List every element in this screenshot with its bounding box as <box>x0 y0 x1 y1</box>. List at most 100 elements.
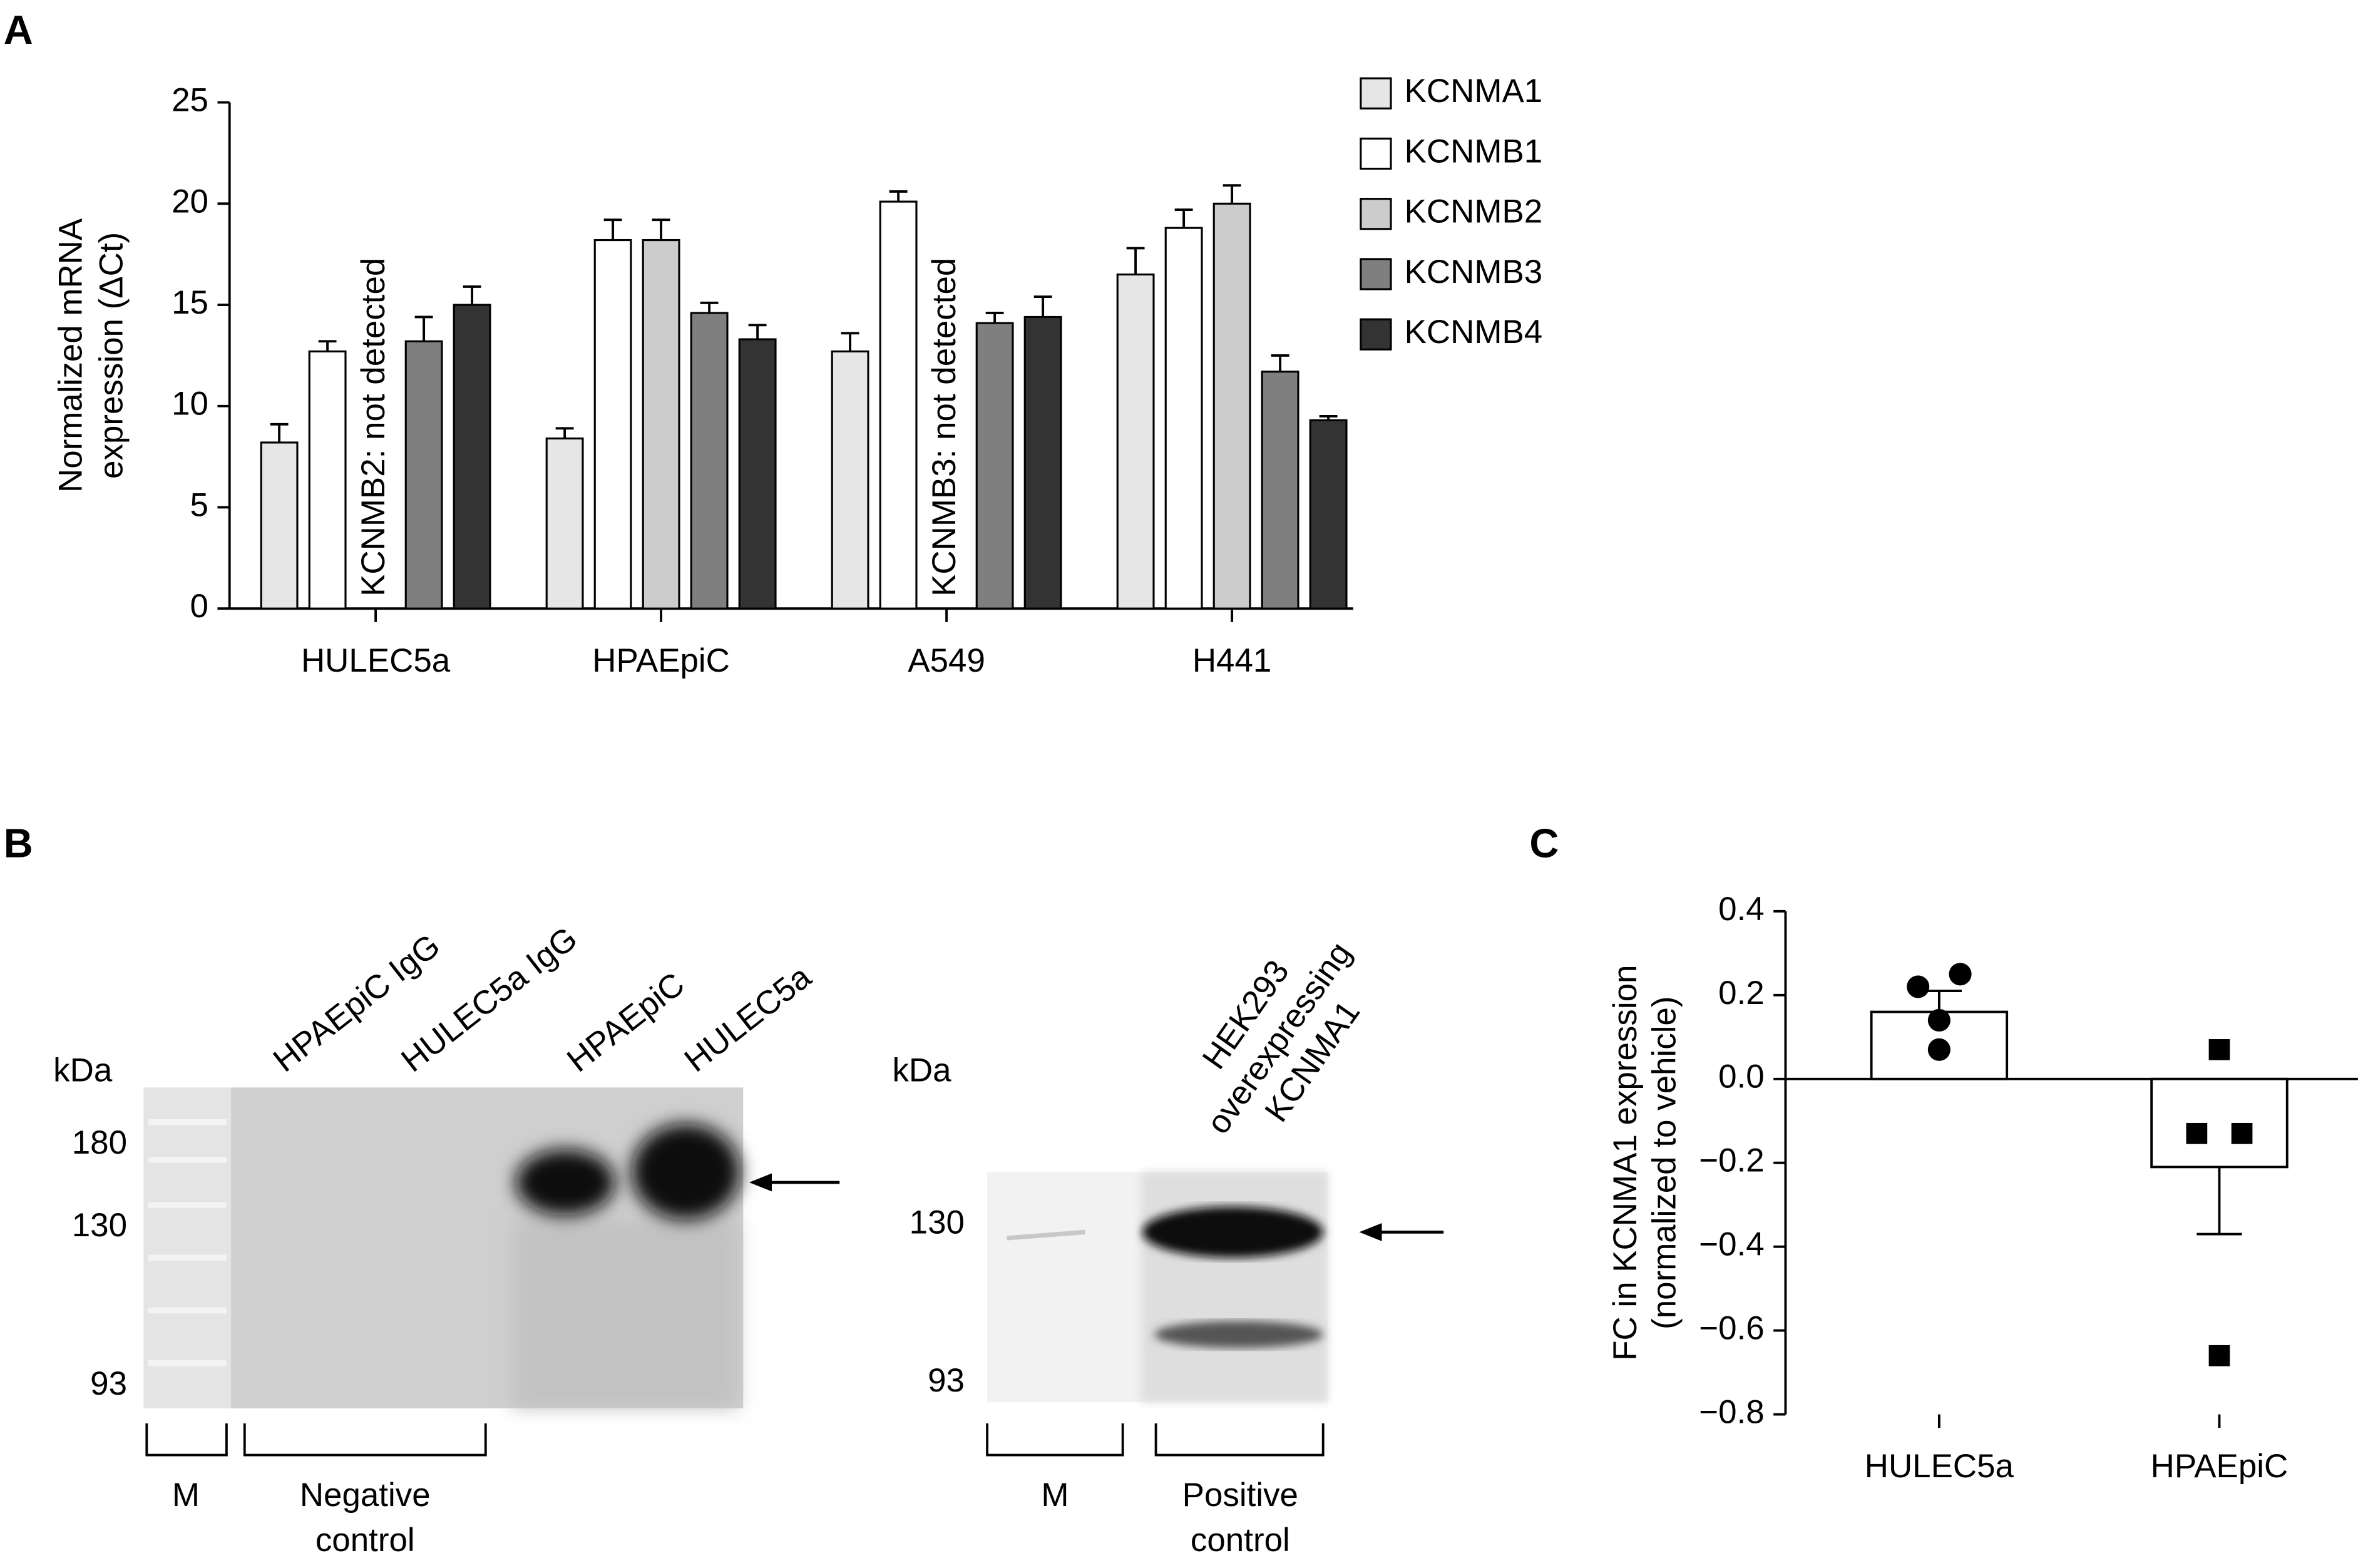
bar <box>642 238 680 610</box>
bracket-label: M <box>1041 1477 1069 1514</box>
band <box>1142 1206 1323 1258</box>
x-tick-label: HPAEpiC <box>2151 1448 2289 1485</box>
bar <box>593 238 632 610</box>
legend-swatch <box>1360 77 1392 110</box>
y-tick-label: 10 <box>172 386 208 423</box>
bar <box>1116 273 1155 610</box>
lane-label: HULEC5a <box>678 958 819 1080</box>
panel-label: C <box>1529 821 1559 866</box>
bar <box>1261 371 1299 610</box>
bracket <box>145 1423 228 1457</box>
bar <box>831 350 869 610</box>
y-tick-label: 25 <box>172 82 208 119</box>
annotation: KCNMB2: not detected <box>355 258 392 597</box>
x-tick-label: A549 <box>908 642 985 679</box>
bar <box>1212 202 1251 610</box>
bar <box>2150 1077 2289 1169</box>
bar <box>738 338 777 610</box>
y-tick-label: −0.8 <box>1699 1394 1764 1431</box>
data-point <box>1927 1038 1950 1061</box>
lane-label: HPAEpiC <box>560 965 691 1079</box>
bracket-label: Positive <box>1182 1477 1298 1514</box>
bracket <box>243 1423 487 1457</box>
bar <box>545 437 584 610</box>
legend-label: KCNMB2 <box>1405 193 1543 230</box>
size-marker: 180 <box>72 1124 127 1161</box>
legend-swatch <box>1360 198 1392 230</box>
y-tick-label: 20 <box>172 183 208 220</box>
y-axis-label: expression (ΔCt) <box>93 232 130 479</box>
size-marker: 130 <box>910 1204 965 1241</box>
bracket-label: M <box>172 1477 200 1514</box>
x-tick-label: H441 <box>1192 642 1272 679</box>
arrow-head <box>1359 1222 1382 1241</box>
marker-band <box>1007 1229 1085 1241</box>
bar <box>1309 419 1348 610</box>
band <box>515 1149 615 1216</box>
blot-right: kDa 130 93 HEK293 overexpressing KCNMA1 … <box>892 935 1444 1559</box>
y-tick-label: −0.2 <box>1699 1142 1764 1179</box>
y-axis-label: (normalized to vehicle) <box>1646 997 1683 1330</box>
bracket-label: control <box>1191 1522 1290 1559</box>
bracket <box>1154 1423 1325 1457</box>
bar <box>453 304 491 610</box>
kda-label: kDa <box>53 1052 113 1089</box>
band <box>1154 1321 1323 1348</box>
y-tick-label: −0.6 <box>1699 1310 1764 1347</box>
legend-swatch <box>1360 258 1392 290</box>
x-tick-label: HULEC5a <box>1865 1448 2014 1485</box>
bar <box>260 441 299 610</box>
y-axis-label: FC in KCNMA1 expression <box>1607 965 1644 1361</box>
y-axis-label: Normalized mRNA <box>52 218 89 493</box>
size-marker: 130 <box>72 1207 127 1244</box>
y-tick-label: 5 <box>190 486 208 523</box>
data-point <box>2231 1122 2253 1144</box>
arrow-head <box>749 1173 772 1192</box>
bar <box>975 322 1014 610</box>
data-point <box>1907 975 1930 998</box>
legend-label: KCNMB4 <box>1405 314 1543 351</box>
data-point <box>2208 1039 2230 1060</box>
lane-label: HEK293 overexpressing KCNMA1 <box>1196 935 1368 1140</box>
y-tick-label: 0.2 <box>1718 975 1765 1012</box>
legend-label: KCNMB3 <box>1405 254 1543 290</box>
panel-label: B <box>4 821 33 866</box>
bracket-label: Negative <box>300 1477 431 1514</box>
bar <box>1023 315 1062 610</box>
y-tick-label: −0.4 <box>1699 1226 1764 1263</box>
blot-left: kDa 180 130 93 HPAEpiC IgG HULEC5a IgG H… <box>53 920 840 1559</box>
bar <box>308 350 347 610</box>
data-point <box>2208 1345 2230 1366</box>
marker-bands <box>148 1119 227 1366</box>
kda-label: kDa <box>892 1052 951 1089</box>
bracket <box>986 1423 1124 1457</box>
x-tick-label: HPAEpiC <box>592 642 730 679</box>
marker-lane-image <box>143 1087 232 1408</box>
band <box>632 1124 741 1221</box>
legend-swatch <box>1360 137 1392 170</box>
data-point <box>1949 963 1972 986</box>
y-tick-label: 0.0 <box>1718 1058 1765 1095</box>
annotation: KCNMB3: not detected <box>926 258 963 597</box>
blot-smear <box>513 1220 739 1408</box>
legend-label: KCNMB1 <box>1405 133 1543 170</box>
data-point <box>1927 1008 1950 1032</box>
bar <box>879 200 918 610</box>
y-tick-label: 0.4 <box>1718 891 1765 928</box>
panel-label: A <box>4 7 33 53</box>
bar <box>690 312 729 610</box>
data-point <box>2186 1122 2208 1144</box>
y-tick-label: 15 <box>172 284 208 321</box>
bar <box>1164 227 1203 610</box>
legend-swatch <box>1360 318 1392 351</box>
bar <box>404 340 443 610</box>
x-tick-label: HULEC5a <box>301 642 451 679</box>
bracket-label: control <box>315 1522 415 1559</box>
y-tick-label: 0 <box>190 588 208 625</box>
lane-background <box>1140 1172 1328 1403</box>
size-marker: 93 <box>90 1365 127 1402</box>
legend-label: KCNMA1 <box>1405 73 1543 110</box>
size-marker: 93 <box>928 1362 965 1399</box>
